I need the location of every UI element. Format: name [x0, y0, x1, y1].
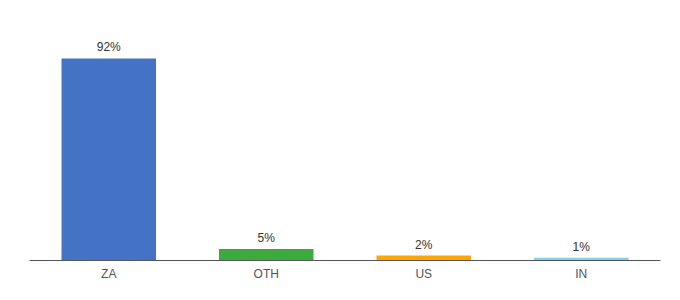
- svg-text:2%: 2%: [415, 238, 433, 252]
- svg-text:IN: IN: [575, 267, 587, 281]
- svg-text:OTH: OTH: [254, 267, 279, 281]
- svg-text:92%: 92%: [97, 40, 121, 54]
- svg-text:1%: 1%: [573, 240, 591, 254]
- svg-text:ZA: ZA: [101, 267, 116, 281]
- svg-text:5%: 5%: [258, 231, 276, 245]
- svg-text:US: US: [415, 267, 432, 281]
